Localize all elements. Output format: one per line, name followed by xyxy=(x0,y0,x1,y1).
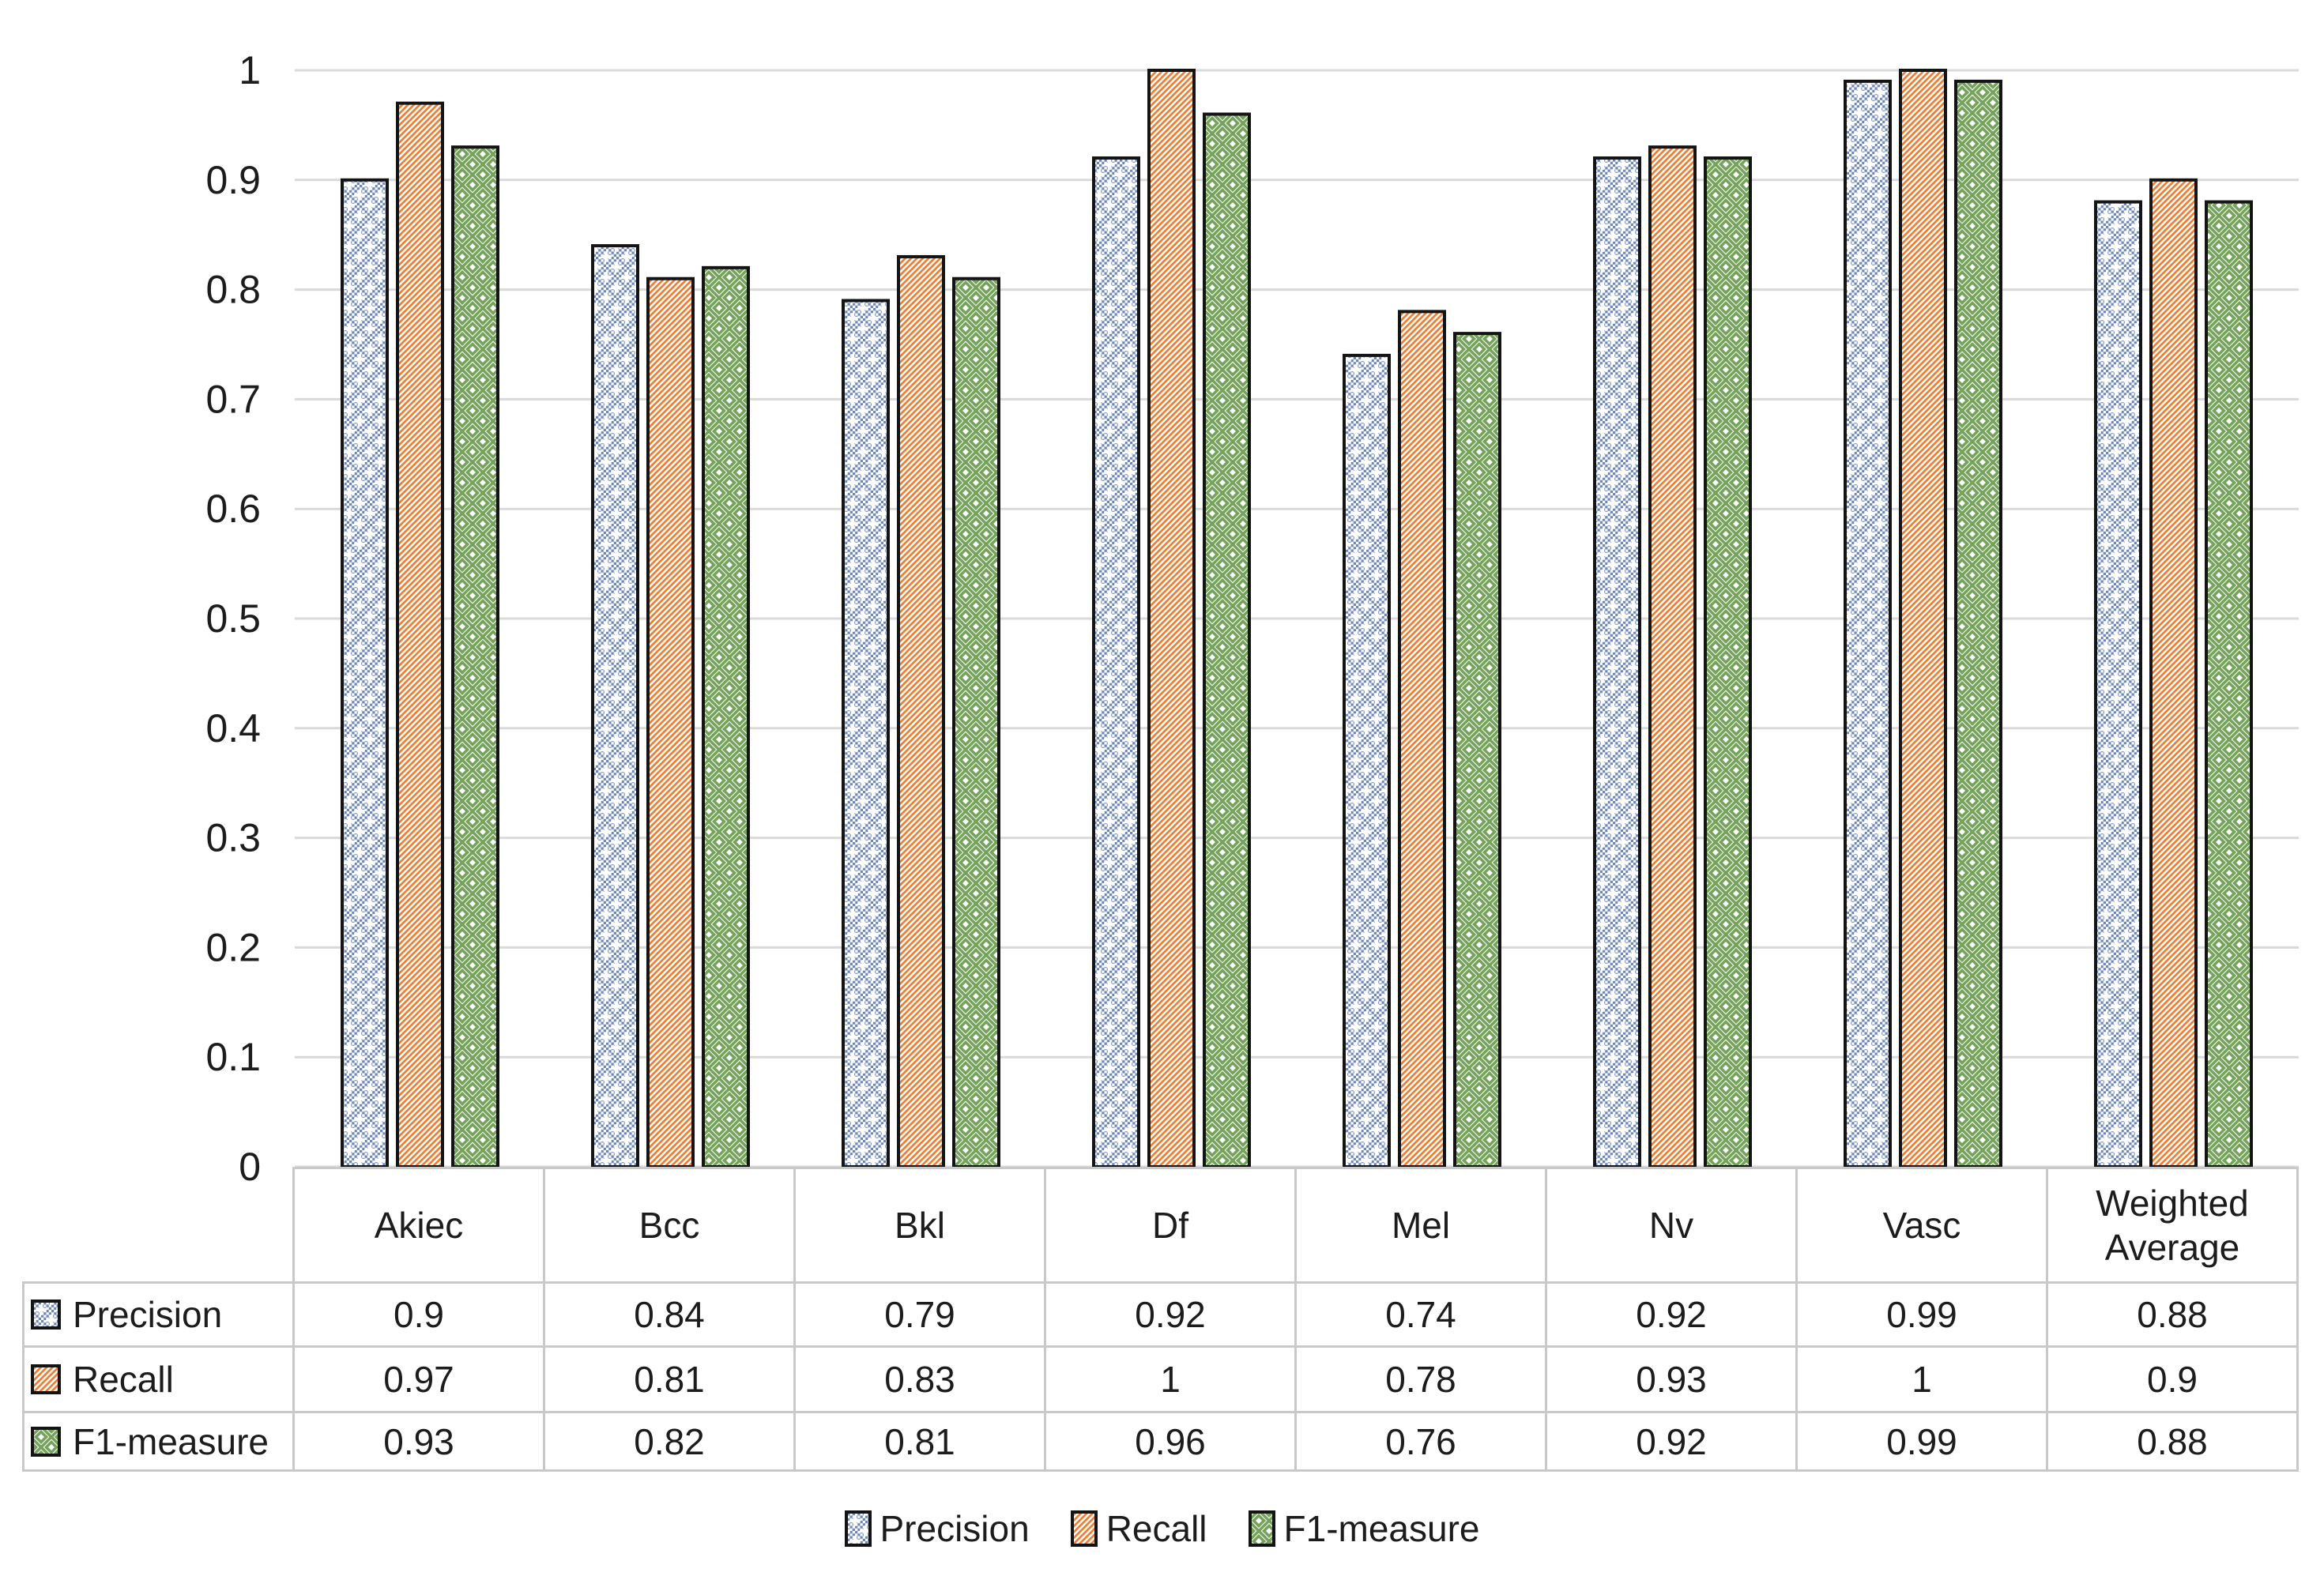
table-cell-recall-bcc: 0.81 xyxy=(545,1348,796,1413)
bar-f1-measure-nv xyxy=(1704,156,1752,1168)
table-row-label-text: F1-measure xyxy=(73,1420,269,1462)
y-axis-tick-label-0.4: 0.4 xyxy=(205,706,261,750)
bar-recall-bkl xyxy=(897,254,945,1169)
table-cell-f1-measure-df: 0.96 xyxy=(1046,1413,1297,1472)
recall-legend-swatch-icon xyxy=(1070,1510,1098,1547)
legend-label: Precision xyxy=(880,1508,1030,1549)
bar-precision-df xyxy=(1092,156,1140,1168)
bar-recall-nv xyxy=(1648,145,1697,1168)
bar-f1-measure-akiec xyxy=(451,145,499,1168)
table-cell-f1-measure-vasc: 0.99 xyxy=(1798,1413,2048,1472)
y-axis-tick-label-1: 1 xyxy=(239,48,261,92)
table-cell-precision-akiec: 0.9 xyxy=(295,1284,545,1348)
table-cell-precision-bkl: 0.79 xyxy=(796,1284,1046,1348)
table-cell-precision-nv: 0.92 xyxy=(1547,1284,1798,1348)
bar-recall-weighted-average xyxy=(2149,178,2198,1168)
table-header-bkl: Bkl xyxy=(796,1167,1046,1284)
y-axis-tick-label-0.6: 0.6 xyxy=(205,487,261,531)
table-cell-precision-weighted-average: 0.88 xyxy=(2048,1284,2299,1348)
bar-recall-mel xyxy=(1398,310,1446,1168)
table-cell-f1-measure-nv: 0.92 xyxy=(1547,1413,1798,1472)
table-cell-precision-vasc: 0.99 xyxy=(1798,1284,2048,1348)
table-cell-precision-mel: 0.74 xyxy=(1297,1284,1547,1348)
y-axis-tick-label-0: 0 xyxy=(239,1145,261,1185)
y-axis-tick-label-0.9: 0.9 xyxy=(205,158,261,202)
y-axis-tick-label-0.8: 0.8 xyxy=(205,268,261,312)
f1-measure-table-swatch-icon xyxy=(31,1426,61,1457)
data-table: Akiec Bcc Bkl Df Mel Nv Vasc Weighted Average Pr… xyxy=(22,1167,2299,1472)
table-header-mel: Mel xyxy=(1297,1167,1547,1284)
table-cell-recall-vasc: 1 xyxy=(1798,1348,2048,1413)
table-cell-recall-mel: 0.78 xyxy=(1297,1348,1547,1413)
bar-f1-measure-bkl xyxy=(952,276,1000,1169)
bar-f1-measure-weighted-average xyxy=(2205,200,2253,1168)
table-corner-cell xyxy=(22,1167,295,1284)
f1-measure-legend-swatch-icon xyxy=(1248,1510,1275,1547)
table-row-label-text: Precision xyxy=(73,1294,223,1335)
table-cell-f1-measure-bcc: 0.82 xyxy=(545,1413,796,1472)
bar-recall-df xyxy=(1147,69,1196,1168)
bar-recall-bcc xyxy=(646,276,695,1169)
precision-legend-swatch-icon xyxy=(844,1510,872,1547)
bar-recall-vasc xyxy=(1899,69,1947,1168)
table-cell-recall-nv: 0.93 xyxy=(1547,1348,1798,1413)
bar-recall-akiec xyxy=(396,101,444,1168)
legend-item-precision: Precision xyxy=(844,1507,1030,1550)
table-header-df: Df xyxy=(1046,1167,1297,1284)
table-cell-f1-measure-bkl: 0.81 xyxy=(796,1413,1046,1472)
bar-precision-bkl xyxy=(842,299,890,1169)
bar-precision-vasc xyxy=(1844,79,1892,1168)
table-cell-recall-akiec: 0.97 xyxy=(295,1348,545,1413)
recall-table-swatch-icon xyxy=(31,1364,61,1394)
bar-f1-measure-bcc xyxy=(702,265,750,1169)
bar-precision-bcc xyxy=(591,244,639,1169)
table-cell-precision-df: 0.92 xyxy=(1046,1284,1297,1348)
legend-label: Recall xyxy=(1106,1508,1207,1549)
y-axis-tick-label-0.7: 0.7 xyxy=(205,377,261,421)
table-cell-recall-df: 1 xyxy=(1046,1348,1297,1413)
table-cell-recall-bkl: 0.83 xyxy=(796,1348,1046,1413)
table-header-weighted-average: Weighted Average xyxy=(2048,1167,2299,1284)
table-cell-f1-measure-akiec: 0.93 xyxy=(295,1413,545,1472)
table-row-label-precision: Precision xyxy=(22,1284,295,1348)
legend-label: F1-measure xyxy=(1283,1508,1480,1549)
y-axis-tick-label-0.5: 0.5 xyxy=(205,596,261,641)
bar-precision-akiec xyxy=(341,178,389,1168)
table-cell-f1-measure-mel: 0.76 xyxy=(1297,1413,1547,1472)
bar-precision-mel xyxy=(1343,353,1391,1168)
legend-item-recall: Recall xyxy=(1070,1507,1207,1550)
legend-item-f1-measure: F1-measure xyxy=(1248,1507,1480,1550)
table-row-label-text: Recall xyxy=(73,1359,174,1400)
y-axis-tick-label-0.2: 0.2 xyxy=(205,925,261,969)
bar-f1-measure-vasc xyxy=(1954,79,2002,1168)
table-header-nv: Nv xyxy=(1547,1167,1798,1284)
y-axis-tick-label-0.1: 0.1 xyxy=(205,1035,261,1079)
table-cell-f1-measure-weighted-average: 0.88 xyxy=(2048,1413,2299,1472)
table-cell-recall-weighted-average: 0.9 xyxy=(2048,1348,2299,1413)
table-row-label-f1-measure: F1-measure xyxy=(22,1413,295,1472)
table-cell-precision-bcc: 0.84 xyxy=(545,1284,796,1348)
table-header-bcc: Bcc xyxy=(545,1167,796,1284)
bar-f1-measure-df xyxy=(1203,112,1251,1168)
table-header-akiec: Akiec xyxy=(295,1167,545,1284)
precision-table-swatch-icon xyxy=(31,1300,61,1330)
y-axis-tick-label-0.3: 0.3 xyxy=(205,816,261,860)
table-row-label-recall: Recall xyxy=(22,1348,295,1413)
bar-chart-plot: 0 0.1 0.2 0.3 0.4 0.5 0.6 0.7 0.8 0.9 1 xyxy=(205,48,2299,1185)
bar-precision-weighted-average xyxy=(2094,200,2142,1168)
bar-f1-measure-mel xyxy=(1453,332,1501,1168)
table-header-vasc: Vasc xyxy=(1798,1167,2048,1284)
legend: Precision Recall F1-measure xyxy=(0,1501,2324,1556)
bar-precision-nv xyxy=(1593,156,1641,1168)
